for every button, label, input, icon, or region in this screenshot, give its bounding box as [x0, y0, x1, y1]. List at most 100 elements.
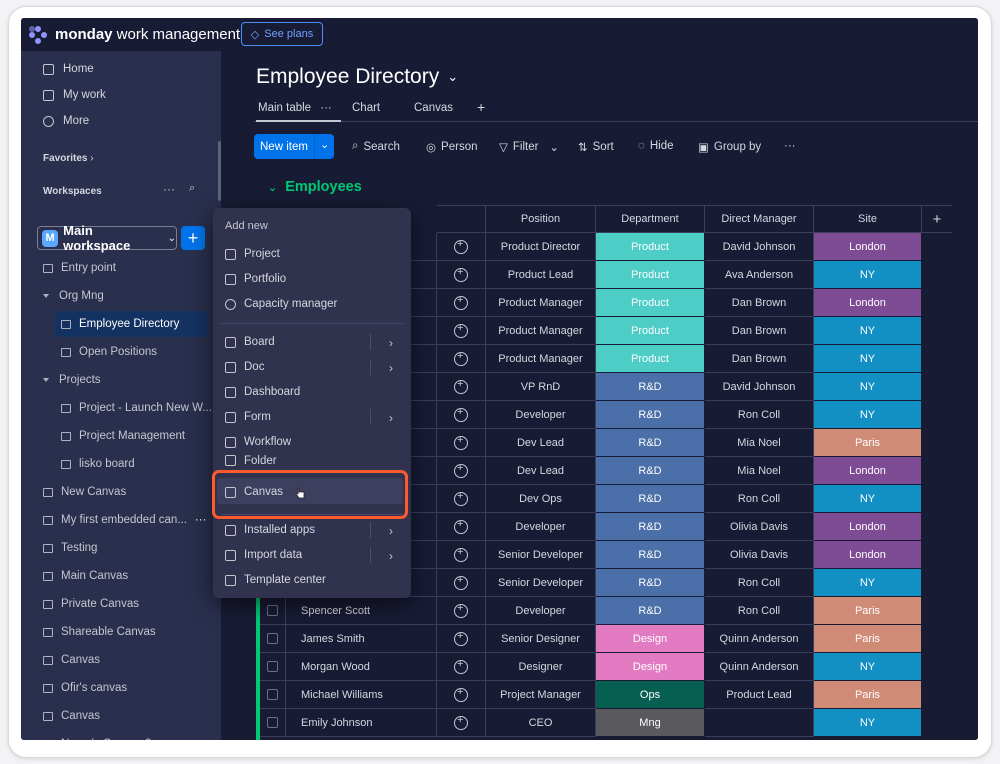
cell-position[interactable]: Senior Developer [486, 541, 596, 569]
cell-manager[interactable] [705, 709, 814, 737]
board-title[interactable]: Employee Directory ⌄ [256, 65, 459, 88]
cell-site[interactable]: NY [814, 653, 922, 681]
cell-dept[interactable]: Product [596, 233, 705, 261]
add-update-button[interactable] [437, 261, 486, 289]
cell-dept[interactable]: R&D [596, 597, 705, 625]
add-update-button[interactable] [437, 485, 486, 513]
cell-manager[interactable]: Mia Noel [705, 457, 814, 485]
add-new-button[interactable]: + [181, 226, 205, 250]
workspace-search-icon[interactable]: ⌕ [189, 182, 196, 194]
cell-position[interactable]: Senior Designer [486, 625, 596, 653]
toolbar-more-icon[interactable]: ··· [784, 140, 796, 152]
cell-dept[interactable]: R&D [596, 485, 705, 513]
row-checkbox[interactable] [260, 597, 286, 625]
sidebar-item[interactable]: Ofir's canvas [21, 675, 221, 701]
item-more-icon[interactable]: ··· [194, 514, 207, 526]
cell-position[interactable]: Dev Lead [486, 429, 596, 457]
person-filter-button[interactable]: ◎ Person [426, 141, 478, 154]
cell-manager[interactable]: Dan Brown [705, 345, 814, 373]
add-update-button[interactable] [437, 653, 486, 681]
sidebar-nav-more[interactable]: More [43, 115, 89, 127]
cell-dept[interactable]: R&D [596, 373, 705, 401]
sidebar-item[interactable]: Canvas [21, 647, 221, 673]
cell-dept[interactable]: Design [596, 625, 705, 653]
tab-main-table[interactable]: Main table ··· [258, 102, 332, 114]
cell-manager[interactable]: David Johnson [705, 233, 814, 261]
cell-site[interactable]: NY [814, 569, 922, 597]
add-update-button[interactable] [437, 429, 486, 457]
cell-dept[interactable]: R&D [596, 541, 705, 569]
cell-manager[interactable]: Mia Noel [705, 429, 814, 457]
cell-position[interactable]: Product Lead [486, 261, 596, 289]
cell-site[interactable]: Paris [814, 625, 922, 653]
add-update-button[interactable] [437, 513, 486, 541]
hide-button[interactable]: ◌ Hide [638, 140, 674, 152]
group-title[interactable]: ⌄ Employees [268, 179, 362, 195]
cell-position[interactable]: Dev Lead [486, 457, 596, 485]
cell-site[interactable]: NY [814, 485, 922, 513]
add-update-button[interactable] [437, 317, 486, 345]
sidebar-item[interactable]: Employee Directory [55, 311, 207, 337]
cell-site[interactable]: Paris [814, 681, 922, 709]
menu-item-canvas[interactable]: Canvas [225, 480, 401, 504]
menu-item-import-data[interactable]: Import data › [225, 543, 401, 567]
cell-position[interactable]: Developer [486, 513, 596, 541]
sidebar-item[interactable]: Project - Launch New W... [21, 395, 221, 421]
cell-site[interactable]: London [814, 541, 922, 569]
menu-item-board[interactable]: Board › [225, 330, 401, 354]
cell-site[interactable]: London [814, 289, 922, 317]
group-by-button[interactable]: ▣ Group by [698, 141, 762, 154]
sidebar-item[interactable]: Open Positions [21, 339, 221, 365]
add-update-button[interactable] [437, 541, 486, 569]
tab-canvas[interactable]: Canvas [414, 102, 453, 114]
cell-position[interactable]: Product Director [486, 233, 596, 261]
menu-item-workflow[interactable]: Workflow [225, 430, 401, 454]
cell-name[interactable]: Emily Johnson [286, 709, 437, 737]
cell-manager[interactable]: Ron Coll [705, 485, 814, 513]
add-update-button[interactable] [437, 569, 486, 597]
cell-manager[interactable]: Olivia Davis [705, 541, 814, 569]
cell-site[interactable]: NY [814, 709, 922, 737]
cell-name[interactable]: Michael Williams [286, 681, 437, 709]
cell-manager[interactable]: Ron Coll [705, 569, 814, 597]
cell-site[interactable]: London [814, 457, 922, 485]
cell-name[interactable]: Spencer Scott [286, 597, 437, 625]
add-update-button[interactable] [437, 345, 486, 373]
cell-manager[interactable]: Ron Coll [705, 597, 814, 625]
search-button[interactable]: ⌕ Search [352, 140, 400, 153]
add-update-button[interactable] [437, 233, 486, 261]
sidebar-item[interactable]: Testing [21, 535, 221, 561]
sort-button[interactable]: ⇅ Sort [578, 141, 614, 154]
sidebar-item[interactable]: lisko board [21, 451, 221, 477]
cell-manager[interactable]: David Johnson [705, 373, 814, 401]
cell-site[interactable]: NY [814, 345, 922, 373]
cell-site[interactable]: London [814, 513, 922, 541]
add-update-button[interactable] [437, 289, 486, 317]
cell-dept[interactable]: R&D [596, 513, 705, 541]
add-update-button[interactable] [437, 625, 486, 653]
add-update-button[interactable] [437, 597, 486, 625]
menu-item-form[interactable]: Form › [225, 405, 401, 429]
row-checkbox[interactable] [260, 681, 286, 709]
cell-name[interactable]: Morgan Wood [286, 653, 437, 681]
sidebar-item[interactable]: Entry point [21, 255, 221, 281]
cell-dept[interactable]: Product [596, 261, 705, 289]
filter-button[interactable]: ▽ Filter ⌄ [499, 141, 560, 154]
cell-site[interactable]: Paris [814, 597, 922, 625]
add-view-icon[interactable]: + [477, 99, 486, 115]
cell-position[interactable]: Developer [486, 401, 596, 429]
cell-manager[interactable]: Dan Brown [705, 289, 814, 317]
cell-dept[interactable]: R&D [596, 429, 705, 457]
